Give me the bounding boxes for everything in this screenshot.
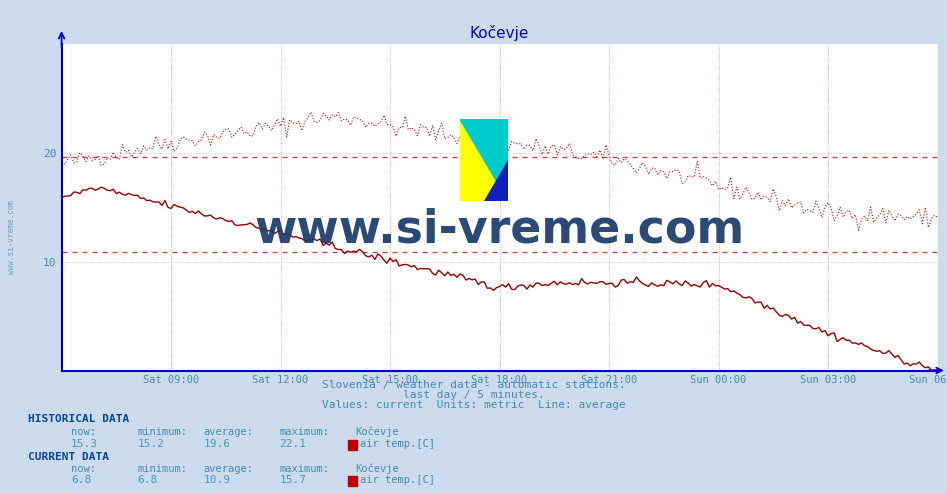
Text: average:: average: xyxy=(204,427,254,437)
Text: 15.3: 15.3 xyxy=(71,439,98,449)
Text: www.si-vreme.com: www.si-vreme.com xyxy=(7,200,16,274)
Text: now:: now: xyxy=(71,464,96,474)
Text: average:: average: xyxy=(204,464,254,474)
Text: last day / 5 minutes.: last day / 5 minutes. xyxy=(402,390,545,400)
Text: 15.7: 15.7 xyxy=(279,475,307,485)
Text: CURRENT DATA: CURRENT DATA xyxy=(28,453,110,462)
Text: Slovenia / weather data - automatic stations.: Slovenia / weather data - automatic stat… xyxy=(322,380,625,390)
Text: minimum:: minimum: xyxy=(137,427,188,437)
Text: 15.2: 15.2 xyxy=(137,439,165,449)
Text: Values: current  Units: metric  Line: average: Values: current Units: metric Line: aver… xyxy=(322,400,625,410)
Text: 6.8: 6.8 xyxy=(71,475,91,485)
Title: Kočevje: Kočevje xyxy=(470,25,529,41)
Text: 6.8: 6.8 xyxy=(137,475,157,485)
Text: 22.1: 22.1 xyxy=(279,439,307,449)
Text: minimum:: minimum: xyxy=(137,464,188,474)
Text: air temp.[C]: air temp.[C] xyxy=(360,439,435,449)
Text: maximum:: maximum: xyxy=(279,427,330,437)
Text: 10.9: 10.9 xyxy=(204,475,231,485)
Text: HISTORICAL DATA: HISTORICAL DATA xyxy=(28,414,130,424)
Text: Kočevje: Kočevje xyxy=(355,426,399,437)
Text: now:: now: xyxy=(71,427,96,437)
Text: Kočevje: Kočevje xyxy=(355,463,399,474)
Text: air temp.[C]: air temp.[C] xyxy=(360,475,435,485)
Text: www.si-vreme.com: www.si-vreme.com xyxy=(255,208,744,253)
Text: 19.6: 19.6 xyxy=(204,439,231,449)
Text: maximum:: maximum: xyxy=(279,464,330,474)
